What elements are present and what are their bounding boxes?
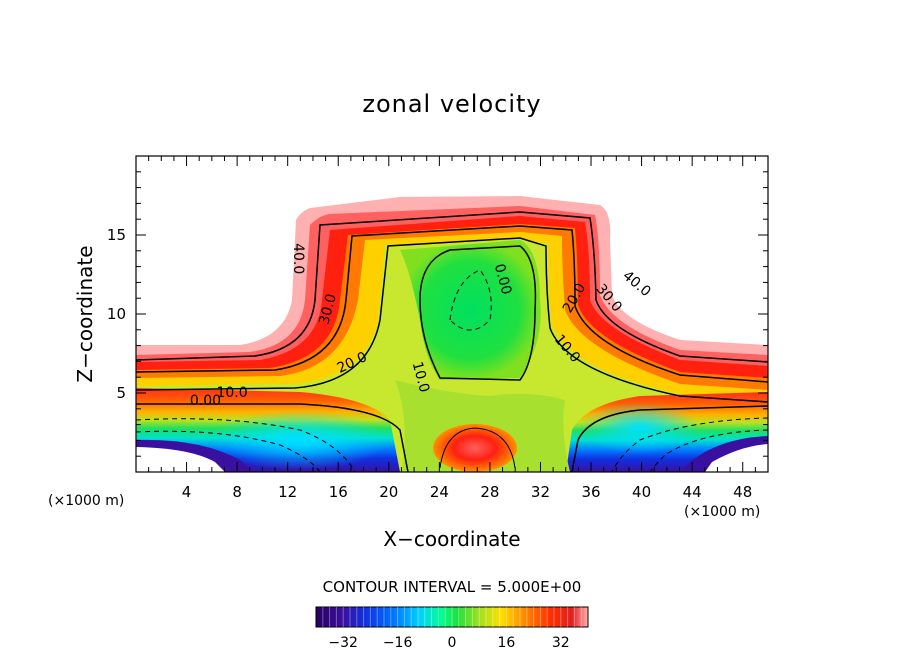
field-white-right xyxy=(705,444,768,472)
contour-field: 40.030.020.010.00.0010.00.0020.010.030.0… xyxy=(136,196,768,472)
x-tick-label: 8 xyxy=(232,483,242,501)
field-white-left xyxy=(136,447,225,472)
contour-label: 10.0 xyxy=(409,360,433,394)
contour-label: 0.00 xyxy=(491,262,515,296)
colorbar-gradient xyxy=(315,606,589,628)
x-tick-label: 40 xyxy=(632,483,651,501)
contour-label: 40.0 xyxy=(290,243,306,274)
x-units-label: (×1000 m) xyxy=(684,504,760,520)
field-cyan-right xyxy=(580,402,700,454)
colorbar-ticks: −32 −16 0 16 32 xyxy=(328,635,569,651)
x-axis-ticks: 4 8 12 16 20 24 28 32 36 40 44 48 xyxy=(148,156,756,501)
chart-title: zonal velocity xyxy=(362,90,541,118)
x-tick-label: 16 xyxy=(329,483,348,501)
colorbar-stripes xyxy=(322,607,582,627)
contour-label: 0.00 xyxy=(190,393,221,409)
contour-line-dashed xyxy=(449,269,492,331)
colorbar-tick-label: −32 xyxy=(328,635,358,651)
contour-line xyxy=(136,225,768,383)
contour-interval-text: CONTOUR INTERVAL = 5.000E+00 xyxy=(323,578,582,596)
contour-line-dashed xyxy=(611,417,768,472)
x-tick-label: 28 xyxy=(480,483,499,501)
field-cyan-left xyxy=(210,410,390,470)
colorbar-tick-label: 32 xyxy=(552,635,570,651)
x-tick-label: 44 xyxy=(683,483,702,501)
y-axis-ticks: 5 10 15 xyxy=(107,171,768,457)
contour-line xyxy=(136,237,768,403)
z-units-label: (×1000 m) xyxy=(48,493,124,509)
x-tick-label: 20 xyxy=(379,483,398,501)
colorbar-tick-label: −16 xyxy=(383,635,413,651)
x-tick-label: 12 xyxy=(278,483,297,501)
x-axis-label: X−coordinate xyxy=(383,527,520,551)
x-tick-label: 48 xyxy=(733,483,752,501)
x-tick-label: 36 xyxy=(581,483,600,501)
x-tick-label: 24 xyxy=(430,483,449,501)
y-tick-label: 5 xyxy=(116,384,126,402)
contour-line-dashed xyxy=(649,429,768,472)
colorbar-tick-label: 0 xyxy=(448,635,457,651)
x-tick-label: 32 xyxy=(531,483,550,501)
contour-line xyxy=(136,211,768,363)
contour-label: 30.0 xyxy=(316,292,340,326)
y-tick-label: 15 xyxy=(107,226,126,244)
contour-line xyxy=(136,403,409,472)
contour-label: 10.0 xyxy=(216,385,247,401)
contour-line-dashed xyxy=(136,430,321,472)
contour-lines xyxy=(136,211,768,472)
colorbar-tick-label: 16 xyxy=(497,635,515,651)
contour-line xyxy=(439,427,516,469)
y-axis-label: Z−coordinate xyxy=(73,245,97,382)
colorbar: −32 −16 0 16 32 xyxy=(315,606,589,651)
field-core xyxy=(400,240,541,380)
y-tick-label: 10 xyxy=(107,305,126,323)
contour-label: 40.0 xyxy=(619,268,653,300)
contour-line-dashed xyxy=(136,418,356,472)
contour-line xyxy=(419,245,537,381)
contour-line xyxy=(571,405,768,472)
x-tick-label: 4 xyxy=(182,483,192,501)
